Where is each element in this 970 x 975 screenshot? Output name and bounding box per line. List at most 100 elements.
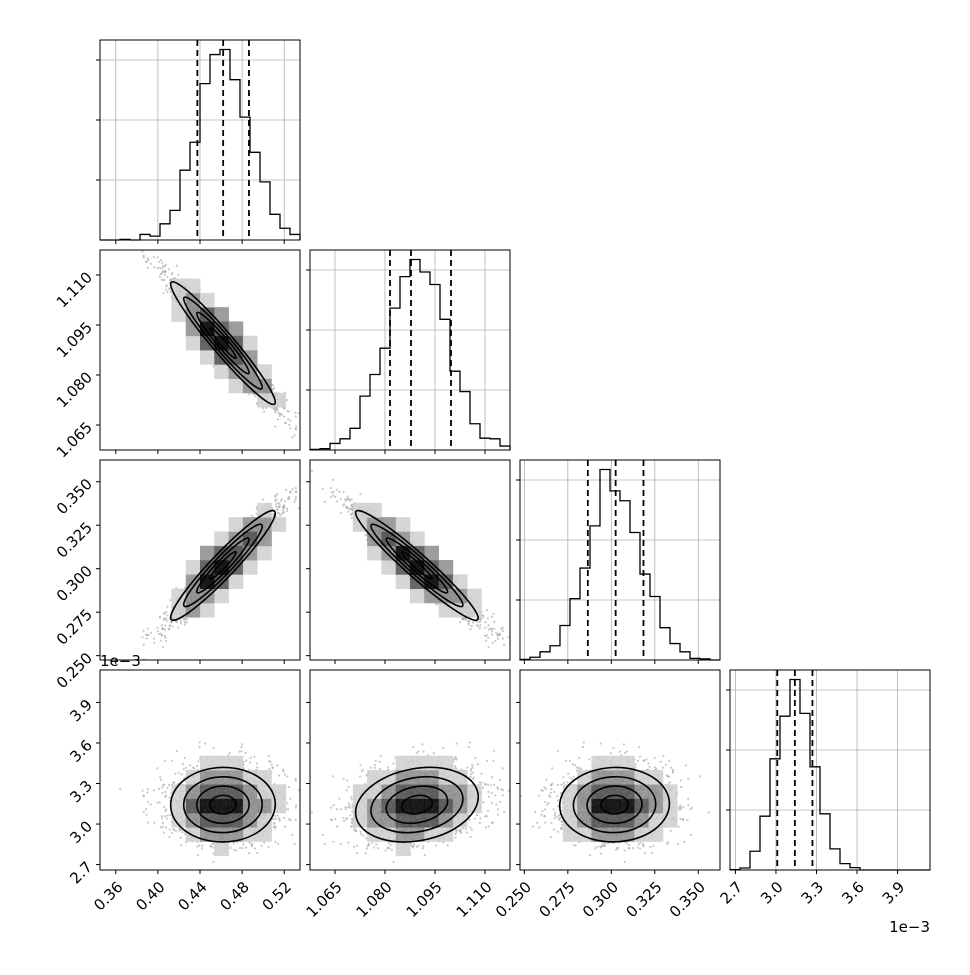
- scatter-panel-1-0: [96, 214, 310, 454]
- sample-point: [287, 418, 289, 420]
- sample-point: [164, 274, 166, 276]
- sample-point: [147, 267, 149, 269]
- sample-point: [183, 619, 185, 621]
- density-cell: [186, 560, 201, 575]
- histogram-panel-1: [306, 250, 510, 454]
- sample-point: [165, 640, 167, 642]
- sample-point: [157, 267, 159, 269]
- sample-point: [171, 273, 173, 275]
- sample-point: [143, 241, 145, 243]
- sample-point: [295, 415, 297, 417]
- sample-point: [164, 271, 166, 273]
- sample-point: [166, 276, 168, 278]
- sample-point: [166, 291, 168, 293]
- sample-point: [347, 496, 349, 498]
- sample-point: [286, 510, 288, 512]
- sample-point: [158, 261, 160, 263]
- sample-point: [283, 415, 285, 417]
- sample-point: [161, 624, 163, 626]
- sample-point: [165, 289, 167, 291]
- sample-point: [153, 266, 155, 268]
- sample-point: [295, 496, 297, 498]
- sample-point: [159, 267, 161, 269]
- sample-point: [295, 487, 297, 489]
- sample-point: [281, 414, 283, 416]
- sample-point: [283, 504, 285, 506]
- sample-point: [291, 488, 293, 490]
- sample-point: [153, 638, 155, 640]
- sample-point: [294, 434, 296, 436]
- sample-point: [165, 285, 167, 287]
- sample-point: [153, 642, 155, 644]
- sample-point: [169, 291, 171, 293]
- density-cell: [200, 603, 215, 618]
- sample-point: [273, 387, 275, 389]
- sample-point: [147, 628, 149, 630]
- sample-point: [254, 395, 256, 397]
- sample-point: [248, 393, 250, 395]
- sample-point: [163, 279, 165, 281]
- sample-point: [288, 410, 290, 412]
- sample-point: [159, 276, 161, 278]
- histogram-panel-3: [726, 670, 930, 874]
- sample-point: [282, 511, 284, 513]
- sample-point: [338, 491, 340, 493]
- sample-point: [274, 495, 276, 497]
- sample-point: [285, 489, 287, 491]
- sample-point: [274, 500, 276, 502]
- sample-point: [168, 628, 170, 630]
- sample-point: [332, 479, 334, 481]
- panel-bg: [310, 250, 510, 450]
- sample-point: [303, 479, 305, 481]
- density-cell: [214, 364, 229, 379]
- sample-point: [160, 259, 162, 261]
- sample-point: [157, 630, 159, 632]
- sample-point: [166, 614, 168, 616]
- sample-point: [277, 502, 279, 504]
- sample-point: [168, 268, 170, 270]
- sample-point: [285, 422, 287, 424]
- sample-point: [279, 415, 281, 417]
- density-cell: [257, 503, 272, 518]
- density-cell: [229, 574, 244, 589]
- sample-point: [288, 496, 290, 498]
- sample-point: [166, 605, 168, 607]
- sample-point: [180, 622, 182, 624]
- sample-point: [262, 498, 264, 500]
- sample-point: [153, 256, 155, 258]
- sample-point: [263, 410, 265, 412]
- sample-point: [143, 644, 145, 646]
- sample-point: [286, 399, 288, 401]
- sample-point: [150, 263, 152, 265]
- sample-point: [166, 620, 168, 622]
- sample-point: [169, 599, 171, 601]
- density-cell: [229, 321, 244, 336]
- sample-point: [145, 261, 147, 263]
- sample-point: [143, 630, 145, 632]
- sample-point: [278, 506, 280, 508]
- sample-point: [176, 621, 178, 623]
- sample-point: [169, 279, 171, 281]
- sample-point: [276, 508, 278, 510]
- sample-point: [176, 265, 178, 267]
- scatter-panel-2-1: [306, 460, 546, 680]
- sample-point: [289, 419, 291, 421]
- sample-point: [156, 256, 158, 258]
- sample-point: [274, 409, 276, 411]
- scatter-panel-2-0: [96, 460, 310, 680]
- sample-point: [282, 509, 284, 511]
- sample-point: [171, 621, 173, 623]
- sample-point: [150, 632, 152, 634]
- sample-point: [184, 623, 186, 625]
- histogram-panel-2: [516, 460, 720, 664]
- sample-point: [284, 500, 286, 502]
- sample-point: [160, 273, 162, 275]
- sample-point: [143, 256, 145, 258]
- sample-point: [295, 498, 297, 500]
- density-cell: [171, 279, 186, 294]
- sample-point: [146, 637, 148, 639]
- sample-point: [146, 660, 148, 662]
- sample-point: [275, 506, 277, 508]
